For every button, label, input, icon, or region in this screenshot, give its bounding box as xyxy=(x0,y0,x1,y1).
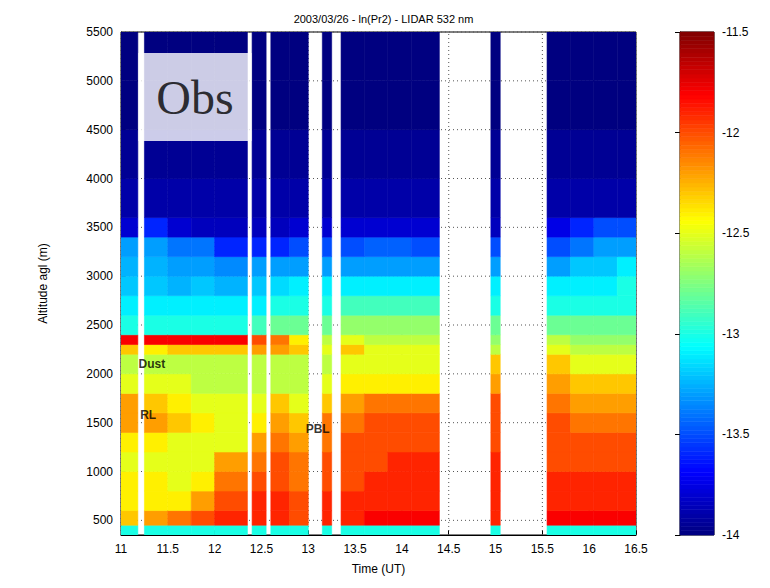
svg-text:PBL: PBL xyxy=(306,422,330,436)
svg-text:2003/03/26 - ln(Pr2) - LIDAR 5: 2003/03/26 - ln(Pr2) - LIDAR 532 nm xyxy=(294,13,474,25)
svg-text:11.5: 11.5 xyxy=(157,542,180,556)
svg-text:1500: 1500 xyxy=(86,416,113,430)
svg-text:2500: 2500 xyxy=(86,318,113,332)
svg-text:-13.5: -13.5 xyxy=(722,427,750,441)
svg-text:-11.5: -11.5 xyxy=(722,25,749,39)
svg-text:4500: 4500 xyxy=(86,123,113,137)
svg-text:12: 12 xyxy=(208,542,222,556)
svg-text:16: 16 xyxy=(583,542,597,556)
svg-text:-14: -14 xyxy=(722,528,740,542)
svg-text:2000: 2000 xyxy=(86,367,113,381)
svg-text:15.5: 15.5 xyxy=(531,542,555,556)
svg-text:5000: 5000 xyxy=(86,74,113,88)
svg-text:Dust: Dust xyxy=(139,357,166,371)
svg-text:-12.5: -12.5 xyxy=(722,226,750,240)
svg-text:15: 15 xyxy=(489,542,503,556)
svg-text:-13: -13 xyxy=(722,327,740,341)
svg-text:Obs: Obs xyxy=(156,71,233,124)
svg-text:500: 500 xyxy=(93,513,113,527)
svg-text:14: 14 xyxy=(395,542,409,556)
svg-text:5500: 5500 xyxy=(86,25,113,39)
svg-text:3000: 3000 xyxy=(86,269,113,283)
svg-text:11: 11 xyxy=(115,542,128,556)
svg-text:16.5: 16.5 xyxy=(624,542,648,556)
svg-text:Altitude agl (m): Altitude agl (m) xyxy=(36,243,50,324)
svg-text:13: 13 xyxy=(302,542,316,556)
svg-text:3500: 3500 xyxy=(86,220,113,234)
svg-text:13.5: 13.5 xyxy=(343,542,367,556)
svg-text:-12: -12 xyxy=(722,126,740,140)
svg-text:12.5: 12.5 xyxy=(250,542,274,556)
svg-text:4000: 4000 xyxy=(86,172,113,186)
svg-text:RL: RL xyxy=(140,408,156,422)
svg-text:1000: 1000 xyxy=(86,465,113,479)
svg-text:14.5: 14.5 xyxy=(437,542,461,556)
svg-text:Time (UT): Time (UT) xyxy=(352,562,406,576)
